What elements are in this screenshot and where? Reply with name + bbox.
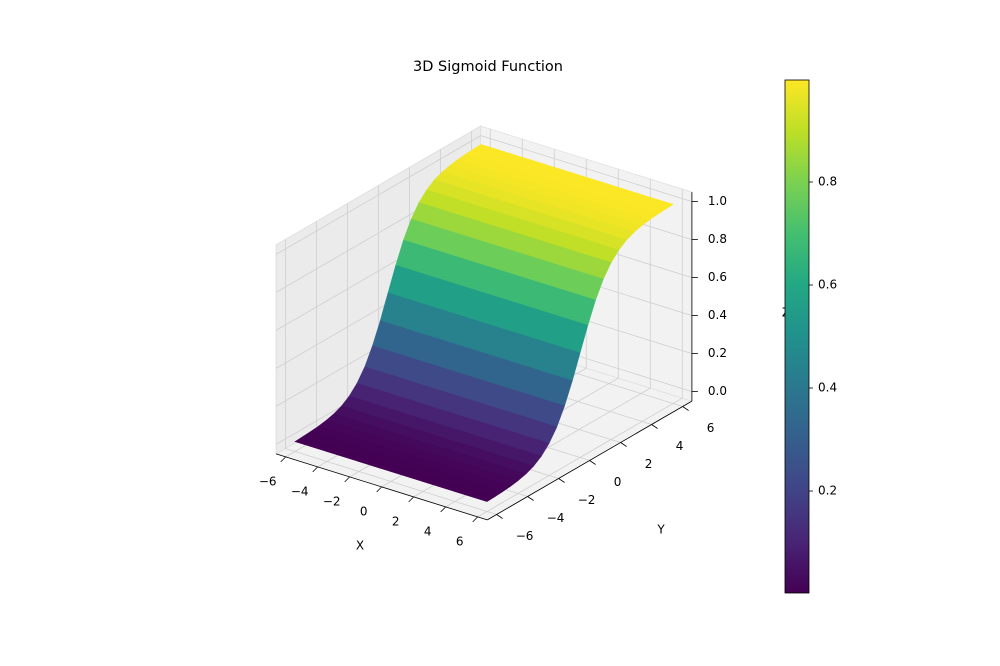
x-tick-label: −4: [291, 484, 309, 498]
x-tick-label: −2: [323, 494, 341, 508]
y-tick-label: 0: [614, 475, 622, 489]
x-axis-label: X: [356, 539, 364, 553]
z-tick-label: 0.6: [708, 270, 727, 284]
x-tick-label: 0: [360, 504, 368, 518]
tick-mark: [527, 496, 534, 501]
z-tick-label: 0.8: [708, 232, 727, 246]
x-tick-label: 2: [392, 514, 400, 528]
z-tick-label: 0.4: [708, 308, 727, 322]
y-tick-label: −4: [547, 511, 565, 525]
tick-mark: [440, 506, 446, 513]
z-tick-label: 1.0: [708, 194, 727, 208]
z-tick-label: 0.2: [708, 346, 727, 360]
tick-mark: [682, 406, 689, 411]
tick-mark: [651, 424, 658, 429]
x-tick-label: 4: [424, 524, 432, 538]
tick-mark: [344, 476, 350, 483]
tick-mark: [312, 466, 318, 473]
tick-mark: [620, 442, 627, 447]
axis-line: [487, 400, 693, 521]
plot-3d: −6 −4 −2 0 2 4 6 −6 −4 −2 0 2 4 6 0.0 0.2 0.4 0.6 0.8 1.0 X Y…: [259, 125, 790, 553]
grid-line: [480, 135, 693, 202]
x-tick-label: 6: [456, 534, 464, 548]
y-tick-label: 6: [707, 421, 715, 435]
x-tick-label: −6: [259, 474, 277, 488]
y-tick-label: 2: [645, 457, 653, 471]
colorbar-axis: 0.2 0.4 0.6 0.8: [809, 174, 837, 498]
colorbar: [784, 79, 810, 594]
y-tick-label: −6: [516, 529, 534, 543]
tick-mark: [496, 514, 503, 519]
z-tick-label: 0.0: [708, 384, 727, 398]
axis-line: [275, 453, 488, 521]
tick-mark: [472, 516, 478, 523]
colorbar-tick-label: 0.4: [818, 381, 837, 395]
chart-title: 3D Sigmoid Function: [413, 59, 563, 75]
tick-mark: [558, 478, 565, 483]
colorbar-tick-label: 0.2: [818, 484, 837, 498]
grid-line: [285, 448, 497, 515]
tick-mark: [376, 486, 382, 493]
y-axis-label: Y: [656, 523, 665, 537]
y-tick-label: −2: [578, 493, 596, 507]
colorbar-tick-label: 0.6: [818, 277, 837, 291]
colorbar-tick-label: 0.8: [818, 174, 837, 188]
grid-line: [275, 135, 481, 255]
tick-mark: [280, 456, 286, 463]
tick-mark: [589, 460, 596, 465]
y-tick-label: 4: [676, 439, 684, 453]
surface-facet: [454, 486, 496, 502]
tick-mark: [408, 496, 414, 503]
